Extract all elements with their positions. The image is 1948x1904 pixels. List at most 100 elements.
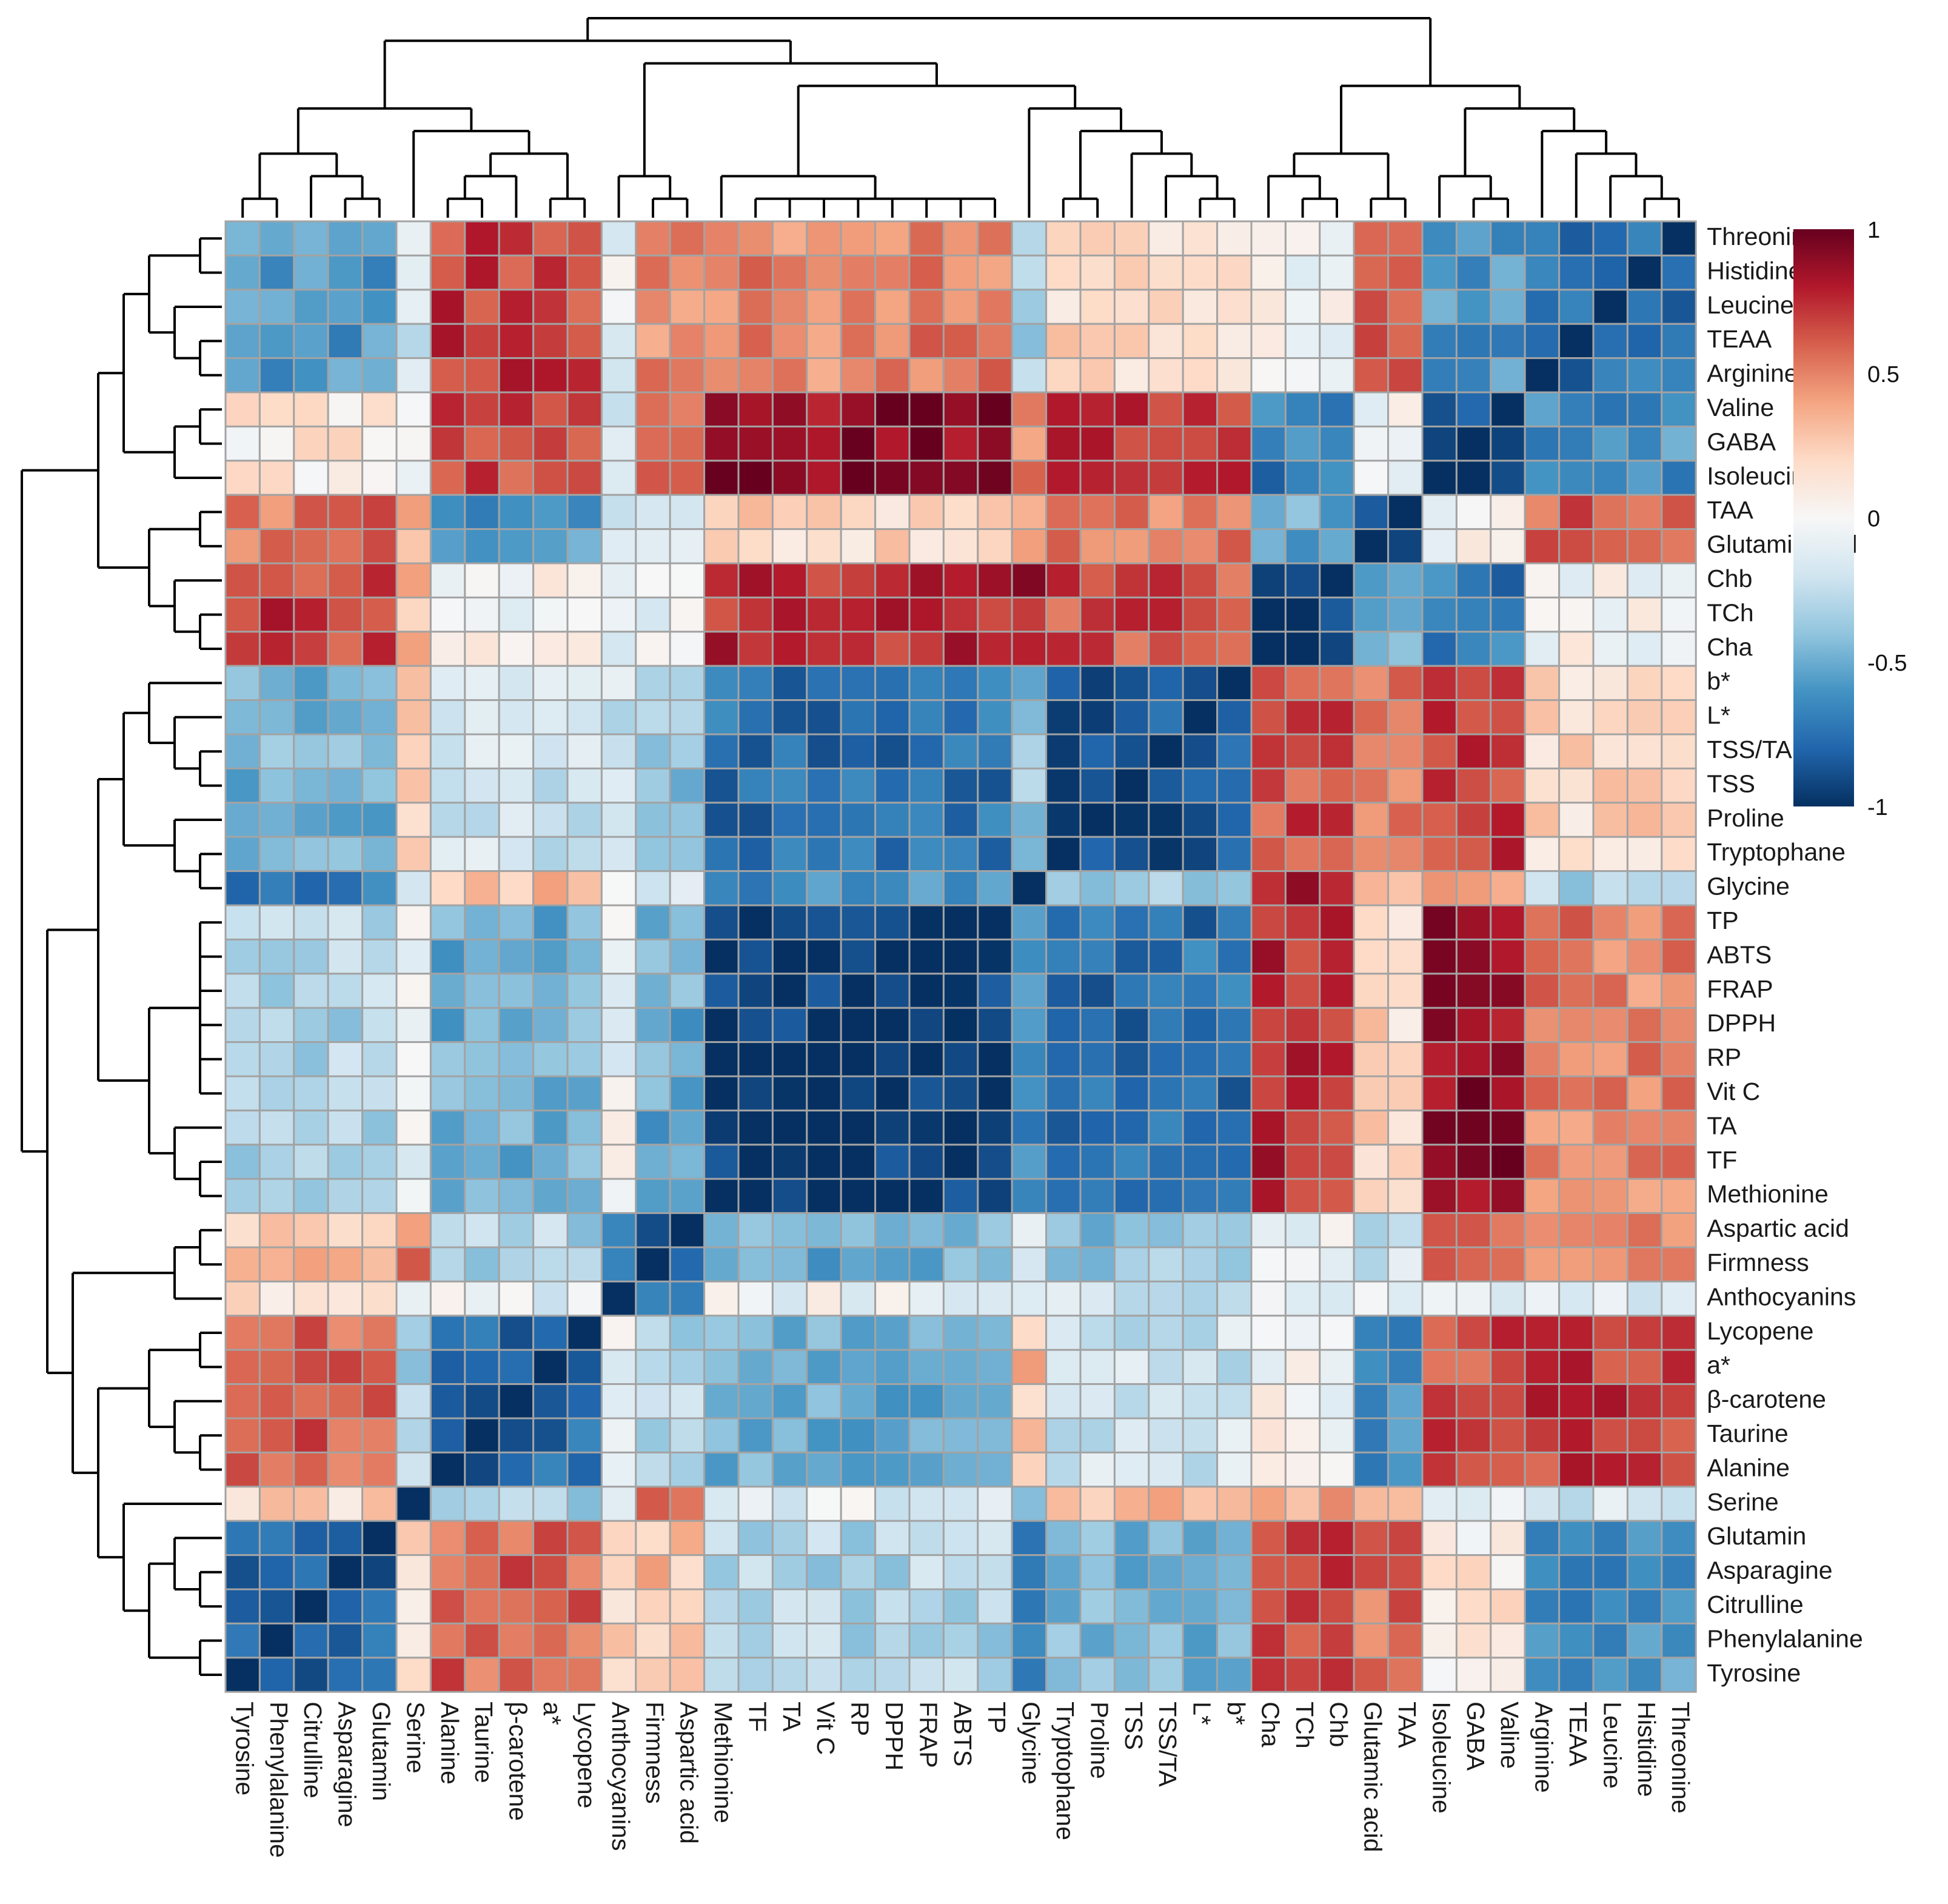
- heatmap-cell: [532, 665, 569, 702]
- heatmap-cell: [1387, 1417, 1424, 1453]
- heatmap-cell: [293, 1315, 329, 1351]
- heatmap-cell: [1284, 1280, 1321, 1317]
- heatmap-cell: [498, 460, 535, 496]
- heatmap-cell: [1319, 220, 1355, 256]
- heatmap-cell: [737, 1349, 774, 1386]
- heatmap-cell: [498, 1212, 535, 1249]
- heatmap-cell: [1216, 1109, 1253, 1146]
- heatmap-cell: [361, 1246, 398, 1282]
- heatmap-cell: [566, 1622, 603, 1659]
- heatmap-cell: [1661, 836, 1697, 873]
- heatmap-cell: [1455, 870, 1492, 907]
- heatmap-cell: [1387, 289, 1424, 325]
- heatmap-cell: [566, 973, 603, 1009]
- heatmap-cell: [771, 323, 808, 360]
- column-label: GABA: [1462, 1701, 1490, 1771]
- heatmap-cell: [361, 836, 398, 873]
- heatmap-cell: [635, 323, 671, 360]
- heatmap-cell: [737, 1178, 774, 1215]
- heatmap-cell: [737, 425, 774, 462]
- heatmap-cell: [1626, 425, 1663, 462]
- heatmap-cell: [1626, 733, 1663, 769]
- heatmap-cell: [1353, 631, 1390, 667]
- heatmap-cell: [532, 1178, 569, 1215]
- heatmap-cell: [1148, 562, 1184, 598]
- heatmap-cell: [737, 1554, 774, 1591]
- heatmap-cell: [942, 870, 979, 907]
- heatmap-cell: [1011, 1451, 1048, 1488]
- heatmap-cell: [293, 699, 329, 736]
- heatmap-cell: [1592, 631, 1628, 667]
- heatmap-cell: [669, 973, 706, 1009]
- heatmap-cell: [464, 289, 500, 325]
- row-label: TP: [1707, 907, 1738, 934]
- heatmap-cell: [840, 1349, 877, 1386]
- heatmap-cell: [874, 391, 911, 427]
- heatmap-cell: [395, 836, 432, 873]
- heatmap-cell: [1250, 289, 1287, 325]
- heatmap-cell: [908, 220, 945, 256]
- heatmap-cell: [327, 1622, 364, 1659]
- heatmap-cell: [1524, 391, 1561, 427]
- heatmap-cell: [1558, 1451, 1595, 1488]
- heatmap-cell: [1524, 1349, 1561, 1386]
- heatmap-cell: [840, 596, 877, 633]
- heatmap-cell: [1626, 357, 1663, 394]
- heatmap-cell: [532, 1486, 569, 1522]
- heatmap-cell: [1558, 1144, 1595, 1180]
- heatmap-cell: [669, 1417, 706, 1453]
- heatmap-cell: [1284, 870, 1321, 907]
- heatmap-cell: [635, 494, 671, 531]
- heatmap-cell: [224, 1246, 261, 1282]
- heatmap-cell: [977, 1280, 1013, 1317]
- heatmap-cell: [1250, 1417, 1287, 1453]
- heatmap-cell: [1216, 870, 1253, 907]
- heatmap-cell: [635, 938, 671, 975]
- heatmap-cell: [1524, 1144, 1561, 1180]
- heatmap-cell: [395, 938, 432, 975]
- heatmap-cell: [1421, 1520, 1458, 1557]
- heatmap-cell: [258, 1588, 295, 1624]
- heatmap-cell: [942, 1417, 979, 1453]
- heatmap-cell: [293, 357, 329, 394]
- heatmap-cell: [771, 699, 808, 736]
- heatmap-cell: [771, 562, 808, 598]
- heatmap-cell: [224, 1588, 261, 1624]
- heatmap-cell: [1455, 494, 1492, 531]
- heatmap-cell: [874, 1451, 911, 1488]
- heatmap-cell: [806, 460, 842, 496]
- row-label: Chb: [1707, 565, 1752, 592]
- heatmap-cell: [874, 562, 911, 598]
- heatmap-cell: [1490, 323, 1526, 360]
- heatmap-cell: [1319, 289, 1355, 325]
- heatmap-cell: [566, 254, 603, 291]
- heatmap-cell: [1079, 665, 1116, 702]
- heatmap-cell: [327, 1349, 364, 1386]
- heatmap-cell: [429, 460, 466, 496]
- heatmap-cell: [464, 391, 500, 427]
- heatmap-cell: [1182, 1451, 1219, 1488]
- heatmap-cell: [771, 1075, 808, 1111]
- heatmap-cell: [224, 665, 261, 702]
- heatmap-cell: [1558, 1588, 1595, 1624]
- heatmap-cell: [1524, 1383, 1561, 1420]
- heatmap-cell: [327, 596, 364, 633]
- heatmap-cell: [1113, 1315, 1150, 1351]
- heatmap-cell: [1490, 528, 1526, 565]
- heatmap-cell: [498, 220, 535, 256]
- heatmap-cell: [669, 631, 706, 667]
- heatmap-cell: [464, 562, 500, 598]
- heatmap-cell: [1182, 1178, 1219, 1215]
- heatmap-cell: [293, 220, 329, 256]
- row-dendrogram: [21, 237, 222, 1676]
- heatmap-cell: [942, 938, 979, 975]
- heatmap-cell: [1490, 1144, 1526, 1180]
- heatmap-cell: [1661, 494, 1697, 531]
- heatmap-cell: [737, 1007, 774, 1044]
- heatmap-cell: [566, 1109, 603, 1146]
- heatmap-cell: [703, 494, 740, 531]
- heatmap-cell: [464, 1657, 500, 1693]
- heatmap-cell: [771, 1315, 808, 1351]
- heatmap-cell: [771, 1657, 808, 1693]
- heatmap-cell: [977, 357, 1013, 394]
